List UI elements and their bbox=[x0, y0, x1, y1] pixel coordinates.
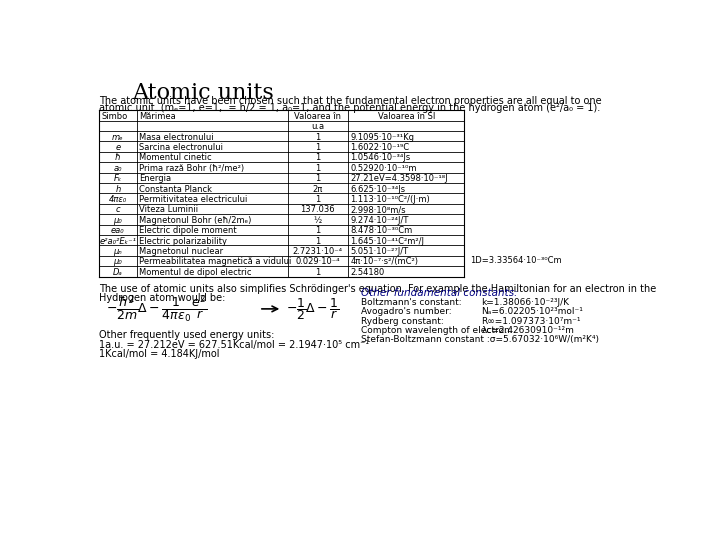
Text: h: h bbox=[115, 185, 120, 193]
Text: Momentul cinetic: Momentul cinetic bbox=[139, 153, 212, 163]
Text: Valoarea în: Valoarea în bbox=[294, 112, 341, 121]
Text: λᴄ=2.42630910⁻¹²m: λᴄ=2.42630910⁻¹²m bbox=[482, 326, 575, 335]
Text: μ₀: μ₀ bbox=[114, 215, 122, 225]
Text: Valoarea în SI: Valoarea în SI bbox=[377, 112, 435, 121]
Text: μ₀: μ₀ bbox=[114, 257, 122, 266]
Text: 1.113·10⁻¹⁰C²/(J·m): 1.113·10⁻¹⁰C²/(J·m) bbox=[351, 195, 430, 204]
Text: ħ: ħ bbox=[115, 153, 121, 163]
Text: k=1.38066·10⁻²³J/K: k=1.38066·10⁻²³J/K bbox=[482, 298, 570, 307]
Text: 0.029·10⁻⁴: 0.029·10⁻⁴ bbox=[295, 257, 340, 266]
Text: Fₖ: Fₖ bbox=[114, 174, 122, 183]
Text: 6.625·10⁻³⁴Js: 6.625·10⁻³⁴Js bbox=[351, 185, 405, 193]
Text: ½: ½ bbox=[314, 215, 322, 225]
Text: The use of atomic units also simplifies Schrödinger's equation. For example the : The use of atomic units also simplifies … bbox=[99, 284, 657, 294]
Text: Masa electronului: Masa electronului bbox=[139, 132, 213, 141]
Text: a₀: a₀ bbox=[114, 164, 122, 173]
Text: Boltzmann's constant:: Boltzmann's constant: bbox=[361, 298, 462, 307]
Text: Other fundamental constants:: Other fundamental constants: bbox=[361, 288, 518, 298]
Text: Permeabilitatea magnetică a vidului: Permeabilitatea magnetică a vidului bbox=[139, 257, 291, 266]
Text: Magnetonul nuclear: Magnetonul nuclear bbox=[139, 247, 223, 256]
Text: Magnetonul Bohr (eħ/2mₑ): Magnetonul Bohr (eħ/2mₑ) bbox=[139, 215, 251, 225]
Text: The atomic units have been chosen such that the fundamental electron properties : The atomic units have been chosen such t… bbox=[99, 96, 602, 106]
Text: atomic unit. (mₑ=1, e=1,  = h/2 = 1, a₀=1, and the potential energy in the hydro: atomic unit. (mₑ=1, e=1, = h/2 = 1, a₀=1… bbox=[99, 103, 600, 113]
Text: μₙ: μₙ bbox=[114, 247, 122, 256]
Text: 4πε₀: 4πε₀ bbox=[109, 195, 127, 204]
Text: 0.52920·10⁻¹⁰m: 0.52920·10⁻¹⁰m bbox=[351, 164, 417, 173]
Text: 1: 1 bbox=[315, 237, 320, 246]
Text: Constanta Planck: Constanta Planck bbox=[139, 185, 212, 193]
Text: 5.051·10⁻²⁷J/T: 5.051·10⁻²⁷J/T bbox=[351, 247, 408, 256]
Text: 2.7231·10⁻⁴: 2.7231·10⁻⁴ bbox=[293, 247, 343, 256]
Text: 1.0546·10⁻³⁴Js: 1.0546·10⁻³⁴Js bbox=[351, 153, 410, 163]
Text: Simbo: Simbo bbox=[102, 112, 128, 121]
Text: $-\dfrac{1}{2}\Delta - \dfrac{1}{r}$: $-\dfrac{1}{2}\Delta - \dfrac{1}{r}$ bbox=[286, 296, 340, 322]
Text: 27.21eV=4.3598·10⁻¹⁸J: 27.21eV=4.3598·10⁻¹⁸J bbox=[351, 174, 448, 183]
Text: Avogadro's number:: Avogadro's number: bbox=[361, 307, 452, 316]
Text: 1: 1 bbox=[315, 174, 320, 183]
Text: 9.1095·10⁻³¹Kg: 9.1095·10⁻³¹Kg bbox=[351, 132, 415, 141]
Text: Electric dipole moment: Electric dipole moment bbox=[139, 226, 236, 235]
Text: c: c bbox=[116, 205, 120, 214]
Text: Nₐ=6.02205·10²³mol⁻¹: Nₐ=6.02205·10²³mol⁻¹ bbox=[482, 307, 583, 316]
Text: Momentul de dipol electric: Momentul de dipol electric bbox=[139, 268, 251, 276]
Text: R∞=1.097373·10⁷m⁻¹: R∞=1.097373·10⁷m⁻¹ bbox=[482, 316, 581, 326]
Text: u.a: u.a bbox=[311, 122, 325, 131]
Text: Stefan-Boltzmann constant :σ=5.67032·10⁶W/(m²K⁴): Stefan-Boltzmann constant :σ=5.67032·10⁶… bbox=[361, 335, 599, 344]
Text: 1.645·10⁻⁴¹C²m²/J: 1.645·10⁻⁴¹C²m²/J bbox=[351, 237, 424, 246]
Text: 1a.u. = 27.212eV = 627.51Kcal/mol = 2.1947·10⁵ cm⁻¹: 1a.u. = 27.212eV = 627.51Kcal/mol = 2.19… bbox=[99, 340, 369, 350]
Text: Viteza Luminii: Viteza Luminii bbox=[139, 205, 198, 214]
Text: Prima rază Bohr (ħ²/me²): Prima rază Bohr (ħ²/me²) bbox=[139, 164, 244, 173]
Text: Mărimea: Mărimea bbox=[139, 112, 176, 121]
Text: mₑ: mₑ bbox=[112, 132, 124, 141]
Text: $-\dfrac{\hbar^2}{2m}\Delta - \dfrac{1}{4\pi\varepsilon_0}\dfrac{e^2}{r}$: $-\dfrac{\hbar^2}{2m}\Delta - \dfrac{1}{… bbox=[106, 293, 207, 325]
Text: Rydberg constant:: Rydberg constant: bbox=[361, 316, 444, 326]
Text: 137.036: 137.036 bbox=[300, 205, 336, 214]
Text: 1D=3.33564·10⁻³⁰Cm: 1D=3.33564·10⁻³⁰Cm bbox=[471, 256, 562, 266]
Text: Permitivitatea electricului: Permitivitatea electricului bbox=[139, 195, 247, 204]
Text: 1: 1 bbox=[315, 132, 320, 141]
Text: e: e bbox=[115, 143, 120, 152]
Text: 1: 1 bbox=[315, 164, 320, 173]
Text: 2π: 2π bbox=[312, 185, 323, 193]
Text: ea₀: ea₀ bbox=[111, 226, 125, 235]
Text: 1: 1 bbox=[315, 268, 320, 276]
Text: 2.998·10⁸m/s: 2.998·10⁸m/s bbox=[351, 205, 406, 214]
Text: Compton wavelength of electron:: Compton wavelength of electron: bbox=[361, 326, 513, 335]
Text: 9.274·10⁻²⁴J/T: 9.274·10⁻²⁴J/T bbox=[351, 215, 409, 225]
Text: Energia: Energia bbox=[139, 174, 171, 183]
Text: 1: 1 bbox=[315, 226, 320, 235]
Text: 1: 1 bbox=[315, 195, 320, 204]
Text: Atomic units: Atomic units bbox=[132, 82, 274, 104]
Text: Sarcina electronului: Sarcina electronului bbox=[139, 143, 222, 152]
Text: 1: 1 bbox=[315, 143, 320, 152]
Text: 2.54180: 2.54180 bbox=[351, 268, 384, 276]
Text: 1: 1 bbox=[315, 153, 320, 163]
Text: 1.6022·10⁻¹⁹C: 1.6022·10⁻¹⁹C bbox=[351, 143, 410, 152]
Text: 1Kcal/mol = 4.184KJ/mol: 1Kcal/mol = 4.184KJ/mol bbox=[99, 349, 220, 359]
Text: e²a₀²Eₖ⁻¹: e²a₀²Eₖ⁻¹ bbox=[99, 237, 136, 246]
Text: Electric polarizability: Electric polarizability bbox=[139, 237, 227, 246]
Text: Dₐ: Dₐ bbox=[113, 268, 123, 276]
Text: Hydrogen atom would be:: Hydrogen atom would be: bbox=[99, 293, 225, 303]
Text: 4π·10⁻⁷·s²/(mC²): 4π·10⁻⁷·s²/(mC²) bbox=[351, 257, 418, 266]
Text: Other frequently used energy units:: Other frequently used energy units: bbox=[99, 330, 274, 340]
Text: 8.478·10⁻³⁰Cm: 8.478·10⁻³⁰Cm bbox=[351, 226, 413, 235]
